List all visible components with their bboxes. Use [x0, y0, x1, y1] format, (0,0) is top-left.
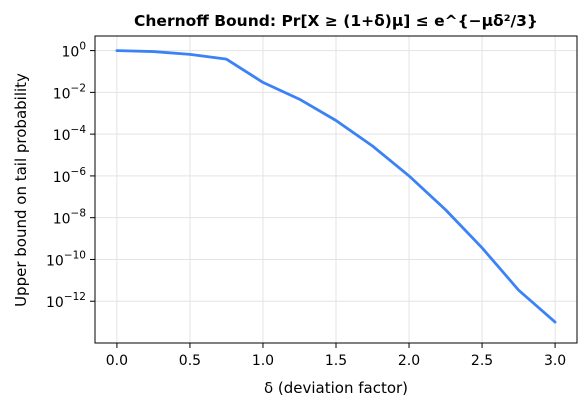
x-tick-label: 2.5: [471, 353, 493, 369]
y-tick-base: 10: [53, 212, 71, 228]
y-tick-label: 10−10: [46, 249, 86, 269]
x-tick-label: 1.5: [325, 353, 347, 369]
y-tick-base: 10: [53, 86, 71, 102]
y-tick-label: 10−6: [53, 166, 87, 186]
y-tick-base: 10: [46, 253, 64, 269]
y-tick-exponent: −6: [71, 166, 87, 178]
x-tick-label: 0.5: [179, 353, 201, 369]
x-axis-ticks: 0.0 0.5 1.0 1.5 2.0 2.5 3.0: [106, 343, 566, 369]
series-lines: [115, 49, 557, 324]
y-tick-label: 100: [61, 41, 86, 61]
x-tick-label: 3.0: [544, 353, 566, 369]
y-tick-exponent: −4: [71, 124, 87, 136]
y-axis-label: Upper bound on tail probability: [12, 73, 30, 307]
y-tick-label: 10−8: [53, 208, 86, 228]
y-tick-base: 10: [53, 128, 71, 144]
x-axis-label: δ (deviation factor): [264, 379, 408, 397]
x-tick-label: 1.0: [252, 353, 274, 369]
grid-lines: [95, 36, 577, 343]
y-tick-exponent: −12: [64, 291, 86, 303]
y-tick-base: 10: [46, 295, 64, 311]
y-tick-base: 10: [61, 45, 79, 61]
bound-curve: [115, 49, 557, 324]
y-tick-base: 10: [53, 170, 71, 186]
y-tick-exponent: −2: [71, 82, 86, 94]
y-tick-label: 10−2: [53, 82, 86, 102]
y-tick-exponent: −8: [71, 208, 86, 220]
y-tick-label: 10−12: [46, 291, 86, 311]
y-tick-exponent: 0: [79, 41, 86, 53]
x-tick-label: 0.0: [106, 353, 128, 369]
y-tick-label: 10−4: [53, 124, 87, 144]
y-tick-exponent: −10: [64, 249, 86, 261]
chart-title: Chernoff Bound: Pr[X ≥ (1+δ)μ] ≤ e^{−μδ²…: [134, 12, 538, 30]
x-tick-label: 2.0: [398, 353, 420, 369]
